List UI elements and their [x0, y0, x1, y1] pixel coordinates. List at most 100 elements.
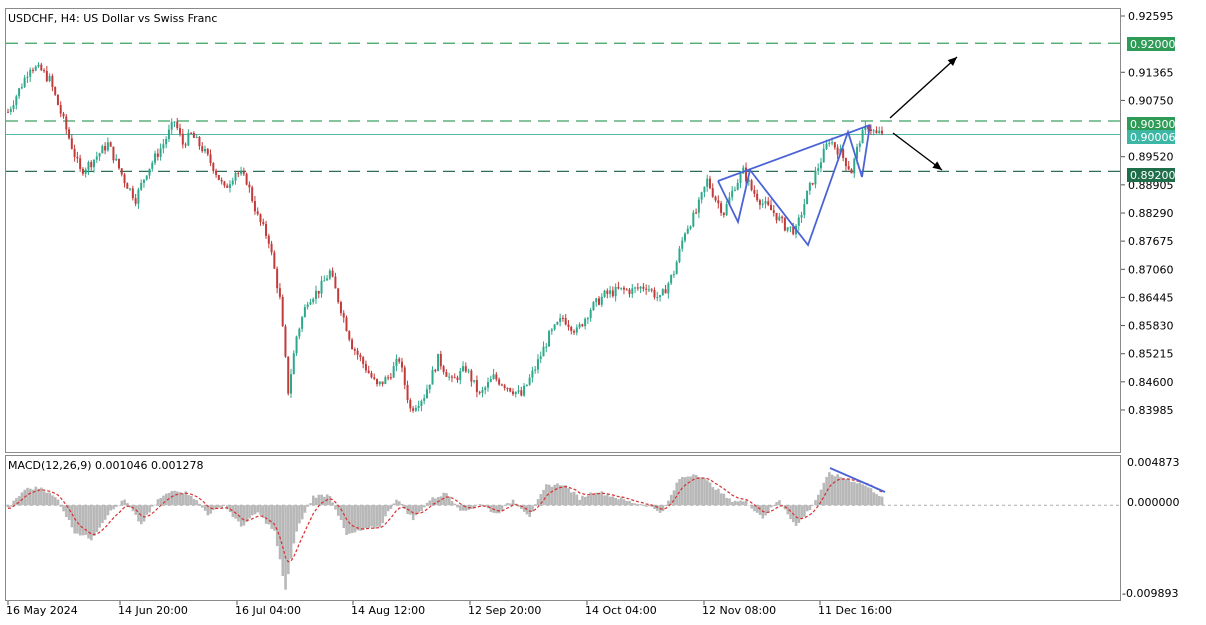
- macd-histogram-bar: [805, 505, 809, 512]
- candle-body: [825, 143, 828, 149]
- candle-body: [750, 180, 753, 191]
- macd-histogram-bar: [558, 485, 562, 506]
- macd-histogram-bar: [262, 505, 265, 518]
- candle-body: [120, 168, 123, 175]
- candle-body: [581, 324, 584, 327]
- wedge-upper-trendline[interactable]: [717, 124, 871, 182]
- macd-histogram-bar: [270, 505, 273, 529]
- candle-body: [295, 336, 298, 354]
- candle-body: [328, 270, 331, 279]
- macd-histogram-bar: [656, 505, 659, 511]
- macd-histogram-bar: [531, 505, 534, 512]
- candle-body: [387, 377, 390, 379]
- arrow-up-icon[interactable]: [889, 56, 958, 119]
- macd-histogram-bar: [225, 505, 229, 510]
- macd-histogram-bar: [470, 505, 473, 509]
- macd-histogram-bar: [153, 504, 157, 506]
- macd-histogram-bar: [156, 499, 160, 506]
- candle-body: [29, 69, 32, 77]
- macd-histogram-bar: [386, 505, 390, 512]
- candle-body: [817, 168, 820, 171]
- macd-histogram-bar: [378, 505, 382, 528]
- main-panel-frame: [5, 8, 1121, 453]
- candle-body: [720, 203, 723, 213]
- candle-body: [131, 188, 134, 199]
- macd-histogram-bar: [334, 505, 337, 510]
- candle-body: [822, 148, 825, 163]
- candle-body: [281, 296, 284, 327]
- macd-histogram-bar: [181, 493, 185, 506]
- macd-histogram-bar: [51, 495, 54, 506]
- candle-body: [764, 201, 767, 204]
- candle-body: [847, 166, 850, 170]
- candle-body: [639, 286, 642, 289]
- macd-histogram-bar: [53, 497, 57, 506]
- candle-body: [636, 287, 639, 289]
- candle-body: [775, 212, 778, 221]
- candle-body: [65, 116, 68, 130]
- macd-divergence-line[interactable]: [829, 467, 886, 493]
- candle-body: [253, 201, 256, 212]
- macd-histogram-bar: [447, 496, 451, 506]
- candle-body: [312, 299, 315, 303]
- candle-body: [528, 377, 531, 385]
- candle-body: [445, 371, 448, 377]
- candle-body: [828, 142, 831, 144]
- macd-histogram-bar: [212, 505, 215, 511]
- macd-histogram-bar: [878, 495, 881, 506]
- candle-body: [498, 379, 501, 385]
- candle-body: [634, 287, 637, 289]
- candle-body: [742, 167, 745, 174]
- candle-body: [509, 388, 512, 392]
- candle-body: [511, 391, 514, 395]
- candle-body: [678, 248, 681, 262]
- candle-body: [844, 157, 847, 167]
- candle-body: [165, 139, 168, 145]
- x-tick-label: 16 May 2024: [6, 604, 78, 617]
- candle-body: [534, 369, 537, 371]
- candle-body: [76, 156, 79, 159]
- macd-histogram-bar: [409, 505, 412, 515]
- candle-body: [520, 390, 523, 396]
- macd-histogram-bar: [367, 505, 371, 529]
- macd-histogram-bar: [786, 505, 790, 515]
- y-tick-label: 0.85830: [1128, 320, 1174, 333]
- candle-body: [584, 318, 587, 327]
- macd-histogram-bar: [830, 474, 834, 506]
- candle-body: [453, 377, 456, 379]
- macd-histogram-bar: [775, 502, 778, 506]
- candle-body: [84, 169, 87, 174]
- macd-panel-frame: [5, 455, 1121, 601]
- candle-body: [400, 361, 403, 368]
- macd-histogram-bar: [814, 500, 817, 506]
- macd-histogram-bar: [31, 489, 35, 506]
- macd-histogram-bar: [839, 476, 842, 506]
- candle-body: [489, 379, 492, 383]
- wave-zigzag-line[interactable]: [717, 124, 871, 247]
- macd-histogram-bar: [450, 501, 454, 506]
- candle-body: [48, 75, 51, 82]
- macd-histogram-bar: [289, 505, 293, 559]
- candle-body: [251, 187, 254, 202]
- candle-body: [881, 130, 883, 134]
- macd-histogram-bar: [686, 476, 690, 506]
- macd-histogram-bar: [164, 493, 168, 506]
- x-tick-label: 14 Jun 20:00: [118, 604, 188, 617]
- candle-body: [176, 121, 179, 129]
- macd-histogram-bar: [76, 505, 79, 534]
- svg-text:0.89200: 0.89200: [1130, 169, 1176, 182]
- macd-histogram-bar: [253, 505, 257, 515]
- macd-histogram-bar: [142, 505, 146, 522]
- macd-histogram-bar: [728, 498, 731, 506]
- candle-body: [395, 358, 398, 367]
- macd-histogram-bar: [303, 505, 307, 513]
- candle-body: [270, 243, 273, 253]
- level-tag-92000: 0.92000: [1127, 37, 1176, 51]
- macd-histogram-bar: [866, 487, 870, 506]
- arrow-down-icon[interactable]: [892, 132, 943, 171]
- candle-body: [625, 289, 628, 291]
- macd-histogram-bar: [819, 489, 823, 506]
- candle-body: [831, 142, 834, 144]
- y-tick-label: 0.85215: [1128, 348, 1174, 361]
